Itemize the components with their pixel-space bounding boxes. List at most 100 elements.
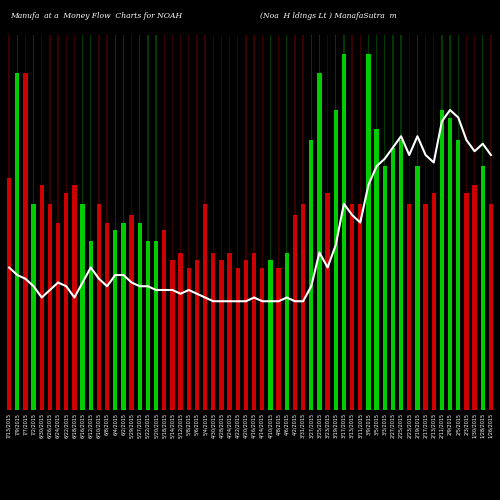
Bar: [72, 185, 76, 410]
Bar: [7, 178, 12, 410]
Bar: [276, 268, 281, 410]
Bar: [15, 72, 20, 410]
Bar: [399, 140, 404, 410]
Bar: [170, 260, 174, 410]
Bar: [284, 252, 289, 410]
Bar: [390, 148, 395, 410]
Bar: [178, 252, 183, 410]
Bar: [384, 35, 386, 410]
Bar: [90, 35, 92, 410]
Bar: [23, 72, 28, 410]
Bar: [374, 128, 379, 410]
Bar: [278, 35, 279, 410]
Bar: [221, 35, 222, 410]
Bar: [490, 35, 492, 410]
Bar: [400, 35, 402, 410]
Bar: [310, 35, 312, 410]
Bar: [464, 192, 468, 410]
Bar: [326, 192, 330, 410]
Bar: [56, 222, 60, 410]
Bar: [186, 268, 191, 410]
Bar: [424, 204, 428, 410]
Bar: [130, 215, 134, 410]
Bar: [350, 204, 354, 410]
Bar: [82, 35, 83, 410]
Bar: [270, 35, 271, 410]
Bar: [40, 185, 44, 410]
Bar: [203, 204, 207, 410]
Bar: [286, 35, 288, 410]
Bar: [408, 35, 410, 410]
Bar: [196, 35, 198, 410]
Bar: [458, 35, 459, 410]
Bar: [317, 72, 322, 410]
Bar: [472, 185, 477, 410]
Bar: [121, 222, 126, 410]
Bar: [301, 204, 306, 410]
Text: (Noa  H ldings Lt ) ManafaSutra  m: (Noa H ldings Lt ) ManafaSutra m: [260, 12, 397, 20]
Bar: [138, 222, 142, 410]
Bar: [80, 204, 85, 410]
Bar: [440, 110, 444, 410]
Bar: [448, 118, 452, 410]
Bar: [123, 35, 124, 410]
Bar: [106, 35, 108, 410]
Bar: [66, 35, 67, 410]
Bar: [88, 242, 93, 410]
Bar: [417, 35, 418, 410]
Bar: [41, 35, 42, 410]
Bar: [319, 35, 320, 410]
Text: Manufa  at a  Money Flow  Charts for NOAH: Manufa at a Money Flow Charts for NOAH: [10, 12, 182, 20]
Bar: [96, 204, 101, 410]
Bar: [131, 35, 132, 410]
Bar: [268, 260, 272, 410]
Bar: [229, 35, 230, 410]
Bar: [456, 140, 460, 410]
Bar: [302, 35, 304, 410]
Bar: [188, 35, 190, 410]
Bar: [482, 35, 484, 410]
Bar: [98, 35, 100, 410]
Bar: [48, 204, 52, 410]
Bar: [376, 35, 377, 410]
Bar: [342, 54, 346, 410]
Bar: [211, 252, 216, 410]
Bar: [194, 260, 199, 410]
Bar: [425, 35, 426, 410]
Bar: [480, 166, 485, 410]
Bar: [219, 260, 224, 410]
Bar: [488, 204, 493, 410]
Bar: [228, 252, 232, 410]
Bar: [164, 35, 165, 410]
Bar: [244, 260, 248, 410]
Bar: [139, 35, 140, 410]
Bar: [105, 222, 110, 410]
Bar: [16, 35, 18, 410]
Bar: [327, 35, 328, 410]
Bar: [360, 35, 361, 410]
Bar: [33, 35, 34, 410]
Bar: [8, 35, 10, 410]
Bar: [334, 110, 338, 410]
Bar: [64, 192, 68, 410]
Bar: [292, 215, 297, 410]
Bar: [204, 35, 206, 410]
Bar: [32, 204, 36, 410]
Bar: [382, 166, 387, 410]
Bar: [433, 35, 434, 410]
Bar: [466, 35, 467, 410]
Bar: [335, 35, 336, 410]
Bar: [415, 166, 420, 410]
Bar: [25, 35, 26, 410]
Bar: [180, 35, 181, 410]
Bar: [74, 35, 75, 410]
Bar: [114, 35, 116, 410]
Bar: [172, 35, 173, 410]
Bar: [113, 230, 117, 410]
Bar: [236, 268, 240, 410]
Bar: [432, 192, 436, 410]
Bar: [474, 35, 475, 410]
Bar: [237, 35, 238, 410]
Bar: [407, 204, 412, 410]
Bar: [260, 268, 264, 410]
